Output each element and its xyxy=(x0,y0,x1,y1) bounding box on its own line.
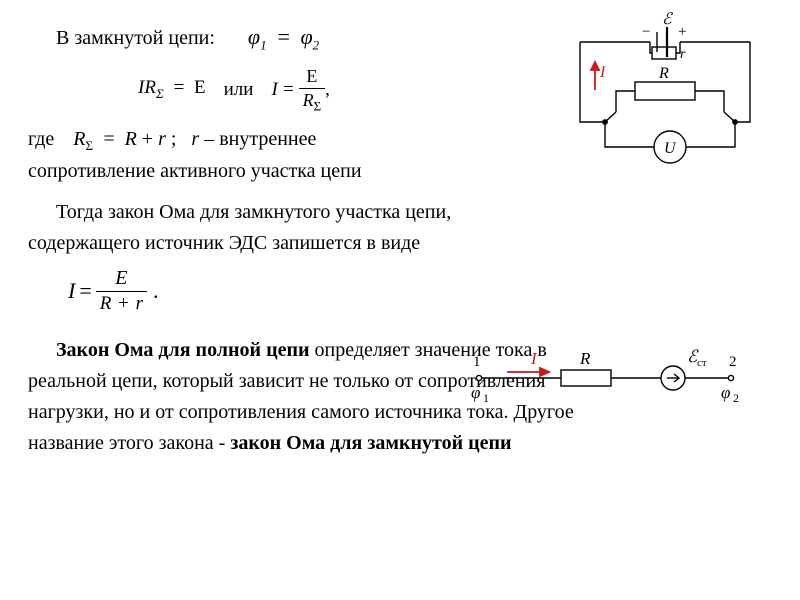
rsig: R xyxy=(303,90,314,110)
eq1: = xyxy=(276,24,291,49)
e1: Ε xyxy=(194,77,206,98)
phi1-sub: 1 xyxy=(260,37,267,52)
e2: Ε xyxy=(302,66,321,87)
plus1: + xyxy=(142,128,153,150)
eq2: = xyxy=(172,77,185,98)
ili-text: или xyxy=(224,79,254,101)
svg-text:2: 2 xyxy=(733,391,739,405)
r-sig2: R xyxy=(73,128,85,150)
big-r2: R xyxy=(125,128,137,150)
phi2-sub: 2 xyxy=(313,37,320,52)
i-sym: I xyxy=(271,79,277,101)
svg-text:R: R xyxy=(658,65,669,82)
r-dash: r – xyxy=(191,128,214,150)
svg-text:−: − xyxy=(642,24,650,40)
plus2: + xyxy=(118,293,129,314)
big-e: Ε xyxy=(111,267,131,290)
svg-text:r: r xyxy=(680,47,686,62)
togda-1: Тогда закон Ома для замкнутого участка ц… xyxy=(28,197,772,228)
svg-text:φ: φ xyxy=(721,383,730,402)
formula-ohm-closed: I = Ε R + r . xyxy=(68,267,158,315)
vnutr: внутреннее xyxy=(219,128,316,150)
svg-text:I: I xyxy=(599,64,606,81)
svg-text:ст: ст xyxy=(697,357,707,369)
svg-text:R: R xyxy=(579,349,591,368)
gde: где xyxy=(28,128,54,150)
sigma3: Σ xyxy=(85,138,93,153)
closed-circuit-diagram: ℰ − + r I R U xyxy=(560,12,770,167)
period: . xyxy=(153,278,159,304)
semi: ; xyxy=(171,128,177,150)
den-rr: r xyxy=(136,293,143,314)
big-i: I xyxy=(68,278,75,304)
zak-bold: Закон Ома для полной цепи xyxy=(56,339,310,361)
eq3: = xyxy=(282,79,295,101)
eq4: = xyxy=(102,128,116,150)
svg-text:+: + xyxy=(678,24,686,40)
phi1: φ xyxy=(248,24,260,49)
zak4-bold: закон Ома для замкнутой цепи xyxy=(230,432,511,454)
phi2: φ xyxy=(300,24,312,49)
svg-text:U: U xyxy=(664,140,677,157)
svg-text:φ: φ xyxy=(471,383,480,402)
frac-e-r: Ε RΣ xyxy=(299,66,326,115)
zak-line4: название этого закона - закон Ома для за… xyxy=(28,428,772,459)
den-r: R xyxy=(100,293,112,314)
ir-text: IR xyxy=(138,77,156,98)
svg-text:2: 2 xyxy=(729,354,737,370)
text-closed-circuit: В замкнутой цепи: xyxy=(56,27,215,49)
svg-text:ℰ: ℰ xyxy=(662,12,674,28)
sigma2: Σ xyxy=(314,98,322,113)
segment-circuit-diagram: 1 2 I R ℰ ст φ 1 φ 2 xyxy=(465,342,745,406)
svg-text:1: 1 xyxy=(473,354,481,370)
eq5: = xyxy=(79,278,91,304)
svg-text:1: 1 xyxy=(483,391,489,405)
svg-text:I: I xyxy=(530,349,538,368)
r1: r xyxy=(158,128,166,150)
togda-2: содержащего источник ЭДС запишется в вид… xyxy=(28,228,772,259)
sigma1: Σ xyxy=(156,86,164,101)
comma1: , xyxy=(325,79,330,101)
zak4-pre: название этого закона - xyxy=(28,432,230,454)
